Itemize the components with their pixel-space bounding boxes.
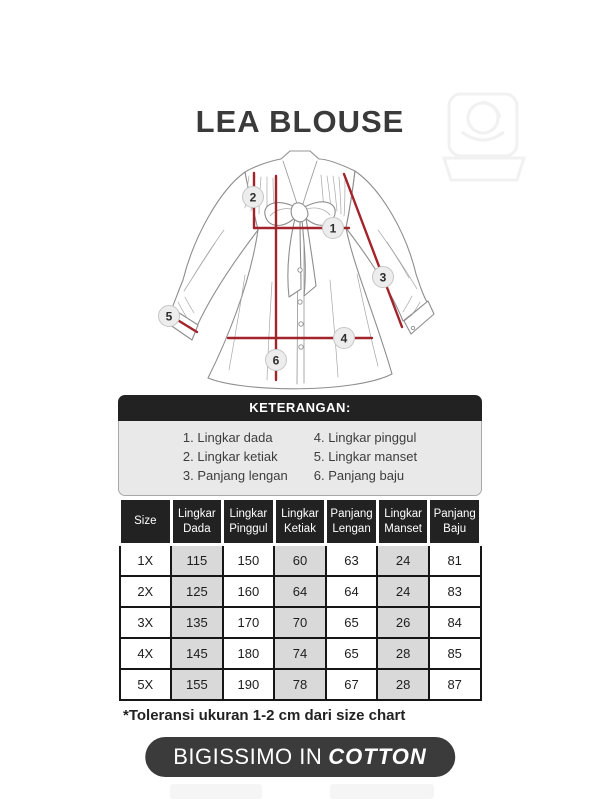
measure-marker-2: 2 (242, 186, 264, 208)
tolerance-note: *Toleransi ukuran 1-2 cm dari size chart (123, 707, 406, 724)
column-header: Lingkar Pinggul (221, 497, 276, 546)
measure-marker-3: 3 (372, 266, 394, 288)
cropped-watermark-remnant (170, 784, 262, 799)
marker-label: 2 (250, 191, 257, 205)
table-row: 1X 115 150 60 63 24 81 (118, 543, 482, 577)
legend-item: 1. Lingkar dada (182, 430, 273, 445)
measure-marker-4: 4 (333, 327, 355, 349)
legend-item: 6. Panjang baju (313, 468, 405, 484)
badge-brand-text: BIGISSIMO IN (173, 744, 323, 769)
table-row: 5X 155 190 78 67 28 87 (118, 668, 482, 701)
size-cell: 4X (118, 637, 173, 670)
measurement-cell: 155 (170, 668, 224, 701)
legend-item: 5. Lingkar manset (313, 449, 418, 465)
measurement-cell: 115 (170, 543, 224, 577)
size-cell: 1X (118, 543, 173, 577)
size-table: Size Lingkar Dada Lingkar Pinggul Lingkar K… (118, 497, 482, 701)
table-row: 3X 135 170 70 65 26 84 (118, 606, 482, 639)
marker-label: 4 (341, 332, 348, 346)
size-cell: 3X (118, 606, 173, 639)
measurement-cell: 24 (376, 543, 430, 577)
measurement-cell: 65 (324, 637, 379, 670)
table-row: 4X 145 180 74 65 28 85 (118, 637, 482, 670)
brand-badge: BIGISSIMO IN COTTON (145, 737, 455, 777)
table-row: 2X 125 160 64 64 24 83 (118, 575, 482, 608)
blouse-line-art: 1 2 3 4 5 (158, 150, 435, 390)
measurement-cell: 87 (427, 668, 482, 701)
legend-list-right: 4. Lingkar pinggul 5. Lingkar manset 6. Pa… (314, 428, 417, 486)
measurement-markers: 1 2 3 4 5 (158, 186, 394, 371)
measurement-cell: 65 (324, 606, 379, 639)
marker-label: 3 (380, 271, 387, 285)
measurement-cell: 24 (376, 575, 430, 608)
measurement-cell: 83 (427, 575, 482, 608)
column-header: Panjang Baju (427, 497, 482, 546)
size-table-body: 1X 115 150 60 63 24 81 2X 125 160 64 64 24 83 3X 135 170… (118, 543, 482, 701)
header-row: Size Lingkar Dada Lingkar Pinggul Lingkar K… (118, 497, 482, 546)
measurement-cell: 170 (221, 606, 276, 639)
marker-label: 6 (273, 354, 280, 368)
measurement-cell: 70 (273, 606, 327, 639)
measurement-cell: 190 (221, 668, 276, 701)
measure-marker-1: 1 (322, 217, 344, 239)
legend-item: 4. Lingkar pinggul (313, 430, 417, 445)
size-table-header: Size Lingkar Dada Lingkar Pinggul Lingkar K… (118, 497, 482, 546)
legend-body: 1. Lingkar dada 2. Lingkar ketiak 3. Panja… (118, 421, 482, 496)
measurement-cell: 74 (273, 637, 327, 670)
measurement-cell: 26 (376, 606, 430, 639)
measurement-cell: 85 (427, 637, 482, 670)
measurement-cell: 81 (427, 543, 482, 577)
measure-marker-5: 5 (158, 305, 180, 327)
legend-title: KETERANGAN: (118, 395, 482, 421)
measure-line-3 (342, 172, 404, 329)
size-cell: 5X (118, 668, 173, 701)
marker-label: 5 (166, 310, 173, 324)
measure-marker-6: 6 (265, 349, 287, 371)
blouse-drawing (162, 150, 435, 390)
measurement-cell: 28 (376, 637, 430, 670)
watermark-logo-icon (441, 92, 527, 182)
measurement-cell: 64 (273, 575, 327, 608)
measurement-cell: 64 (324, 575, 379, 608)
column-header: Panjang Lengan (324, 497, 379, 546)
column-header: Lingkar Dada (169, 497, 225, 546)
column-header: Lingkar Manset (375, 497, 431, 546)
column-header: Lingkar Ketiak (272, 497, 328, 546)
legend-item: 2. Lingkar ketiak (182, 449, 278, 465)
blouse-measurement-diagram: 1 2 3 4 5 (150, 150, 450, 395)
marker-label: 1 (330, 222, 337, 236)
measurement-cell: 67 (324, 668, 379, 701)
measurement-cell: 84 (427, 606, 482, 639)
measurement-cell: 160 (221, 575, 276, 608)
legend-item: 3. Panjang lengan (182, 468, 288, 484)
cropped-watermark-remnant (330, 784, 434, 799)
measurement-cell: 145 (170, 637, 224, 670)
legend-box: KETERANGAN: 1. Lingkar dada 2. Lingkar ke… (118, 395, 482, 496)
badge-material-text: COTTON (328, 744, 427, 769)
brand-watermark (440, 88, 535, 193)
measurement-cell: 150 (221, 543, 276, 577)
measurement-cell: 135 (170, 606, 224, 639)
measurement-cell: 78 (273, 668, 327, 701)
measurement-cell: 60 (273, 543, 327, 577)
size-cell: 2X (118, 575, 173, 608)
column-header: Size (118, 497, 173, 546)
measurement-cell: 180 (221, 637, 276, 670)
measurement-cell: 125 (170, 575, 224, 608)
measurement-cell: 28 (376, 668, 430, 701)
product-title: LEA BLOUSE (195, 104, 405, 139)
measurement-cell: 63 (324, 543, 379, 577)
legend-list-left: 1. Lingkar dada 2. Lingkar ketiak 3. Panja… (183, 428, 288, 486)
